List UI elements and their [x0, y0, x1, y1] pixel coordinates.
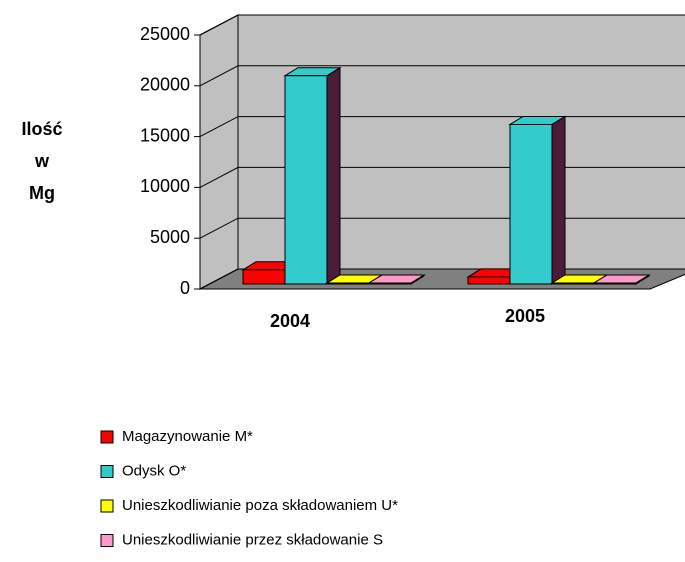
bar: [592, 274, 651, 285]
grid-line: [199, 65, 685, 87]
bar: [508, 115, 567, 285]
bar-front: [509, 123, 553, 285]
bar-front: [551, 282, 595, 285]
y-tick-label: 15000: [140, 125, 190, 145]
y-label-line: Ilość: [21, 119, 62, 139]
bar-front: [284, 75, 328, 285]
side-wall: [199, 14, 239, 290]
y-tick-label: 25000: [140, 24, 190, 44]
legend-swatch: [100, 534, 114, 547]
bar-front: [467, 276, 511, 285]
legend-swatch: [100, 499, 114, 513]
x-tick-label: 2005: [505, 306, 545, 326]
y-axis-label: Ilość w Mg: [21, 119, 62, 203]
bar-front: [368, 282, 412, 285]
y-tick-label: 10000: [140, 176, 190, 196]
grid-line: [199, 14, 685, 36]
legend-label: Unieszkodliwianie poza składowaniem U*: [122, 497, 398, 514]
bar: [283, 66, 342, 285]
bar-front: [326, 282, 370, 285]
bar-side: [326, 66, 341, 285]
legend-swatch: [100, 465, 114, 478]
y-tick-label: 0: [180, 278, 190, 298]
bar-front: [593, 282, 637, 285]
bar-side: [551, 115, 566, 285]
y-label-line: Mg: [29, 183, 55, 203]
y-tick-label: 5000: [150, 227, 190, 247]
bar-front: [242, 269, 286, 285]
legend-label: Magazynowanie M*: [122, 428, 253, 445]
y-tick-label: 20000: [140, 75, 190, 95]
legend-label: Unieszkodliwianie przez składowanie S: [122, 531, 383, 548]
bar: [367, 274, 426, 285]
x-tick-label: 2004: [270, 311, 310, 331]
y-label-line: w: [34, 151, 50, 171]
legend-label: Odysk O*: [122, 462, 186, 479]
legend-swatch: [100, 430, 114, 444]
